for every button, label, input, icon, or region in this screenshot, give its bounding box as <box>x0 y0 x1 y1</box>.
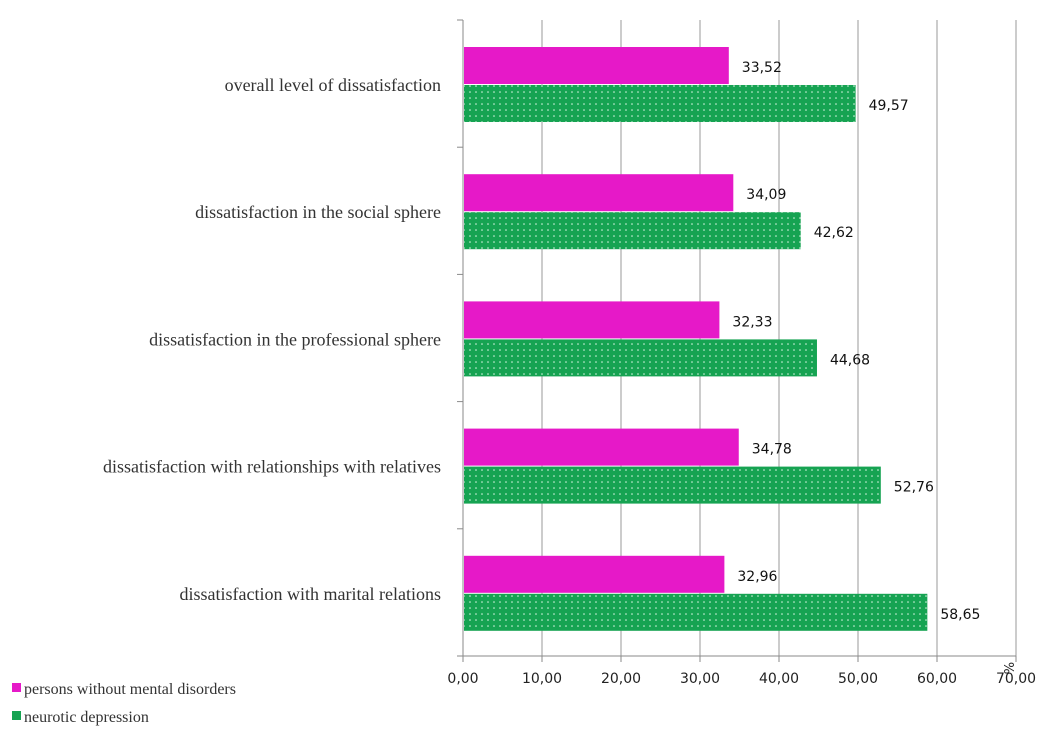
data-label: 52,76 <box>894 480 934 496</box>
legend: persons without mental disorders neurotic… <box>12 681 236 726</box>
x-tick-label: 30,00 <box>680 671 720 687</box>
data-label: 58,65 <box>940 607 980 623</box>
bar-neurotic-depression <box>464 466 881 504</box>
category-label: overall level of dissatisfaction <box>225 75 441 95</box>
data-label: 33,52 <box>742 60 782 76</box>
category-label: dissatisfaction in the professional sphe… <box>149 329 441 349</box>
x-tick-label: 20,00 <box>601 671 641 687</box>
bar-persons-without-mental-disorders <box>464 174 734 212</box>
labels: 0,00 10,00 20,00 30,00 40,00 50,00 60,00 70,00%… <box>103 60 1036 687</box>
x-tick-label: 0,00 <box>447 671 478 687</box>
legend-label: neurotic depression <box>24 709 149 726</box>
bar-persons-without-mental-disorders <box>464 428 739 466</box>
legend-label: persons without mental disorders <box>24 681 236 698</box>
data-label: 44,68 <box>830 352 870 368</box>
bars <box>464 47 928 631</box>
category-label: dissatisfaction in the social sphere <box>195 202 441 222</box>
bar-neurotic-depression <box>464 593 928 631</box>
x-tick-label: 10,00 <box>522 671 562 687</box>
x-tick-label: 70,00 <box>996 671 1036 687</box>
data-label: 34,78 <box>752 442 792 458</box>
bar-neurotic-depression <box>464 85 856 122</box>
x-tick-label: 60,00 <box>917 671 957 687</box>
data-label: 42,62 <box>814 225 854 241</box>
legend-swatch <box>12 711 21 720</box>
data-label: 32,96 <box>737 569 777 585</box>
legend-swatch <box>12 683 21 692</box>
bar-persons-without-mental-disorders <box>464 301 720 339</box>
data-label: 32,33 <box>732 314 772 330</box>
data-label: 34,09 <box>746 187 786 203</box>
x-tick-label: 40,00 <box>759 671 799 687</box>
bar-neurotic-depression <box>464 339 817 377</box>
x-axis-unit-label: % <box>1003 662 1018 674</box>
bar-persons-without-mental-disorders <box>464 47 729 84</box>
category-label: dissatisfaction with relationships with … <box>103 457 441 477</box>
x-tick-label: 50,00 <box>838 671 878 687</box>
data-label: 49,57 <box>869 98 909 114</box>
bar-neurotic-depression <box>464 212 801 250</box>
category-label: dissatisfaction with marital relations <box>180 584 441 604</box>
bar-persons-without-mental-disorders <box>464 555 725 593</box>
axes <box>457 19 1017 662</box>
